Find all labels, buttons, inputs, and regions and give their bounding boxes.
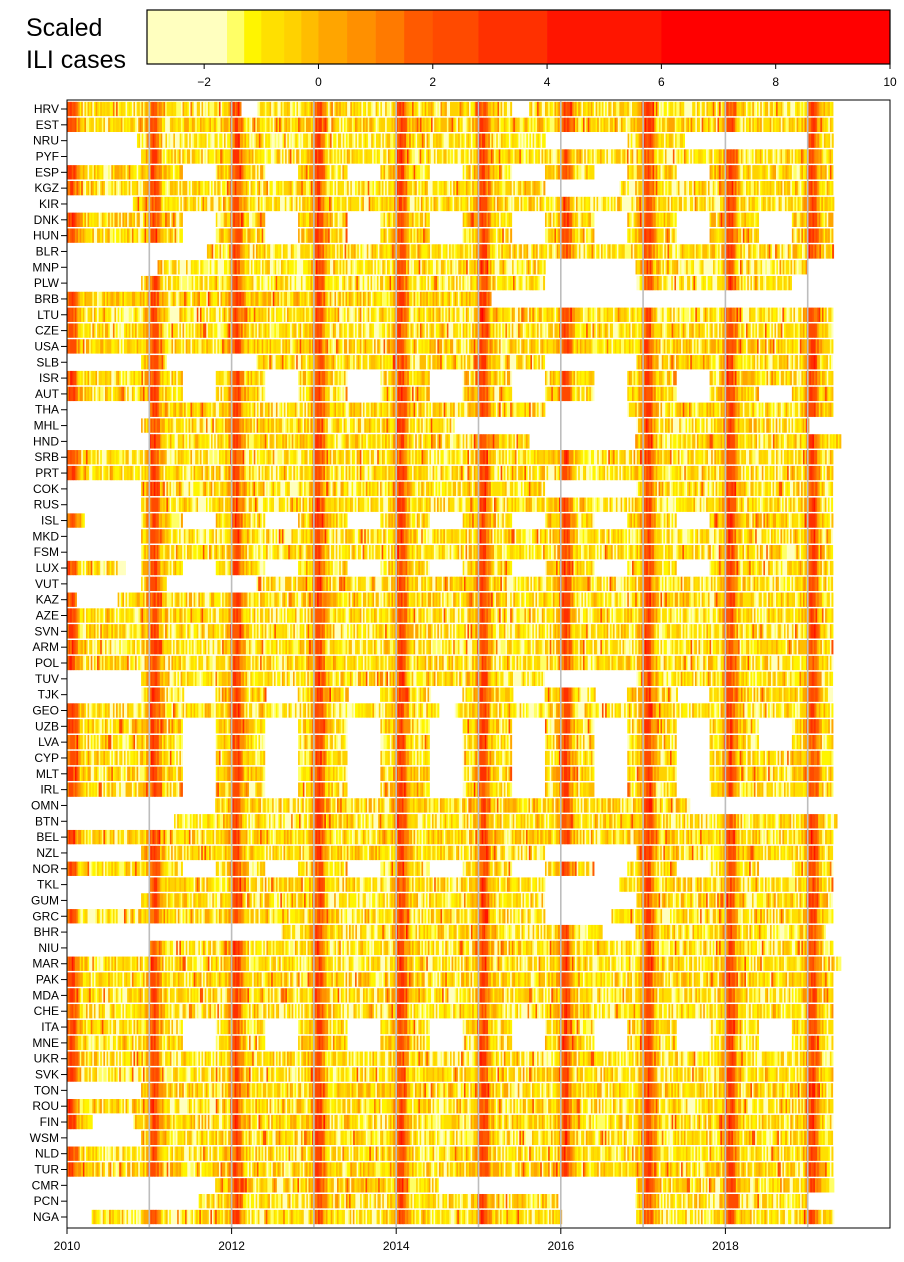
legend-tick-label: 8 xyxy=(772,75,779,89)
legend-color-swatch xyxy=(147,10,227,64)
heatmap-row xyxy=(67,165,833,179)
heat-cell xyxy=(544,260,546,274)
legend-color-swatch xyxy=(661,10,890,64)
heat-cell xyxy=(263,228,265,242)
heat-cell xyxy=(757,213,759,227)
heat-cell xyxy=(675,213,677,227)
heatmap-row xyxy=(141,276,792,290)
heat-cell xyxy=(592,165,594,179)
heat-cell xyxy=(346,228,348,242)
heatmap-row xyxy=(67,102,833,116)
legend-color-swatch xyxy=(244,10,261,64)
heat-cell xyxy=(790,276,792,290)
heat-cell xyxy=(592,213,594,227)
heatmap-row xyxy=(67,228,833,242)
heat-cell xyxy=(263,213,265,227)
heat-cell xyxy=(490,292,492,306)
heat-cell xyxy=(832,244,834,258)
legend-tick-label: 4 xyxy=(544,75,551,89)
heat-cell xyxy=(240,102,242,116)
legend-tick-label: 6 xyxy=(658,75,665,89)
heat-cell xyxy=(346,213,348,227)
heatmap-row xyxy=(141,149,833,163)
heat-cell xyxy=(510,213,512,227)
heat-cell xyxy=(428,213,430,227)
heatmap-row xyxy=(67,292,492,306)
heat-cell xyxy=(757,228,759,242)
legend-color-swatch xyxy=(318,10,347,64)
heatmap-row xyxy=(207,244,834,258)
legend-tick-label: 2 xyxy=(429,75,436,89)
heat-cell xyxy=(510,165,512,179)
heat-cell xyxy=(832,197,834,211)
heat-cell xyxy=(181,228,183,242)
heat-cell xyxy=(831,228,833,242)
heatmap-row xyxy=(158,260,809,274)
heatmap-row xyxy=(67,118,833,132)
heatmap-row xyxy=(67,213,833,227)
legend-color-swatch xyxy=(404,10,433,64)
heat-cell xyxy=(831,165,833,179)
heat-cell xyxy=(831,149,833,163)
legend-color-swatch xyxy=(261,10,284,64)
legend-color-swatch xyxy=(284,10,301,64)
heat-cell xyxy=(543,181,545,195)
legend-color-swatch xyxy=(227,10,244,64)
heat-cell xyxy=(683,133,685,147)
color-legend xyxy=(147,10,890,64)
heat-cell xyxy=(510,228,512,242)
heat-cell xyxy=(831,118,833,132)
heat-cell xyxy=(181,165,183,179)
heat-cell xyxy=(428,228,430,242)
legend-color-swatch xyxy=(301,10,318,64)
heat-cell xyxy=(181,213,183,227)
color-legend-ticks: −2 0 2 4 6 8 10 xyxy=(197,64,897,89)
legend-color-swatch xyxy=(376,10,405,64)
heat-cell xyxy=(831,213,833,227)
legend-color-swatch xyxy=(547,10,662,64)
heat-cell xyxy=(831,102,833,116)
legend-color-swatch xyxy=(478,10,547,64)
legend-color-swatch xyxy=(347,10,376,64)
heat-cell xyxy=(831,181,833,195)
legend-color-swatch xyxy=(433,10,479,64)
legend-tick-label: 10 xyxy=(883,75,897,89)
heatmap-row xyxy=(67,181,833,195)
heat-cell xyxy=(510,102,512,116)
heat-cell xyxy=(544,133,546,147)
heat-cell xyxy=(592,228,594,242)
heat-cell xyxy=(543,276,545,290)
legend-tick-label: −2 xyxy=(197,75,211,89)
legend-tick-label: 0 xyxy=(315,75,322,89)
heat-cell xyxy=(675,165,677,179)
heat-cell xyxy=(346,165,348,179)
heatmap-row xyxy=(137,133,834,147)
heat-cell xyxy=(428,165,430,179)
heat-cell xyxy=(263,165,265,179)
heat-cell xyxy=(675,228,677,242)
heat-cell xyxy=(832,133,834,147)
heatmap-row xyxy=(67,308,833,322)
heatmap-row xyxy=(133,197,835,211)
